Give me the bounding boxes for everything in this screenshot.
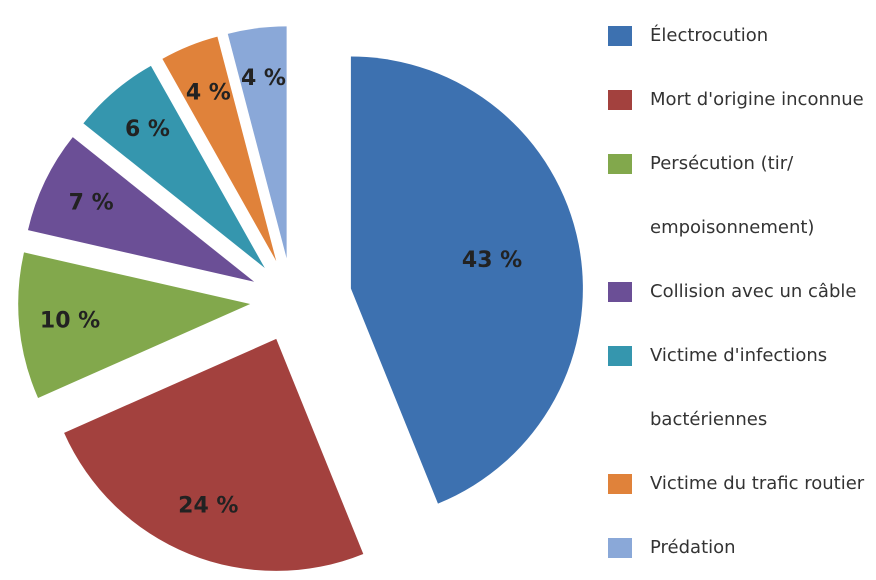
pie-slice — [162, 36, 277, 262]
data-label: 6 % — [125, 117, 170, 142]
data-label: 4 % — [241, 66, 286, 91]
legend-label: Collision avec un câble — [650, 281, 857, 302]
legend-label: Électrocution — [650, 25, 769, 46]
pie-slice — [27, 137, 255, 282]
data-label: 43 % — [462, 248, 522, 273]
legend-item: Victime d'infections bactériennes — [608, 324, 870, 452]
legend-swatch — [608, 90, 632, 110]
legend-label: Mort d'origine inconnue — [650, 89, 864, 110]
legend-swatch — [608, 26, 632, 46]
legend-item: Collision avec un câble — [608, 260, 870, 324]
pie-slice — [350, 56, 583, 504]
legend-swatch — [608, 346, 632, 366]
legend-label: Prédation — [650, 537, 736, 558]
legend-label: Persécution (tir/ empoisonnement) — [650, 153, 815, 238]
pie-slice — [18, 252, 251, 398]
data-label: 7 % — [69, 190, 114, 215]
pie-slice — [227, 26, 287, 259]
legend-item: Victime du trafic routier — [608, 452, 870, 516]
legend-item: Mort d'origine inconnue — [608, 68, 870, 132]
legend-item: Persécution (tir/ empoisonnement) — [608, 132, 870, 260]
data-label: 10 % — [40, 308, 100, 333]
legend-swatch — [608, 474, 632, 494]
pie-area: 43 % 24 % 10 % 7 % 6 % 4 % 4 % — [18, 26, 583, 571]
legend-swatch — [608, 282, 632, 302]
pie-slice — [83, 65, 265, 269]
data-label: 4 % — [186, 80, 231, 105]
legend-label: Victime du trafic routier — [650, 473, 865, 494]
legend-item: Prédation — [608, 516, 870, 580]
legend: Électrocution Mort d'origine inconnue Pers… — [608, 4, 870, 580]
data-label: 24 % — [178, 494, 238, 519]
legend-swatch — [608, 154, 632, 174]
legend-item: Électrocution — [608, 4, 870, 68]
legend-swatch — [608, 538, 632, 558]
legend-label: Victime d'infections bactériennes — [650, 345, 828, 430]
pie-slice — [64, 338, 364, 571]
